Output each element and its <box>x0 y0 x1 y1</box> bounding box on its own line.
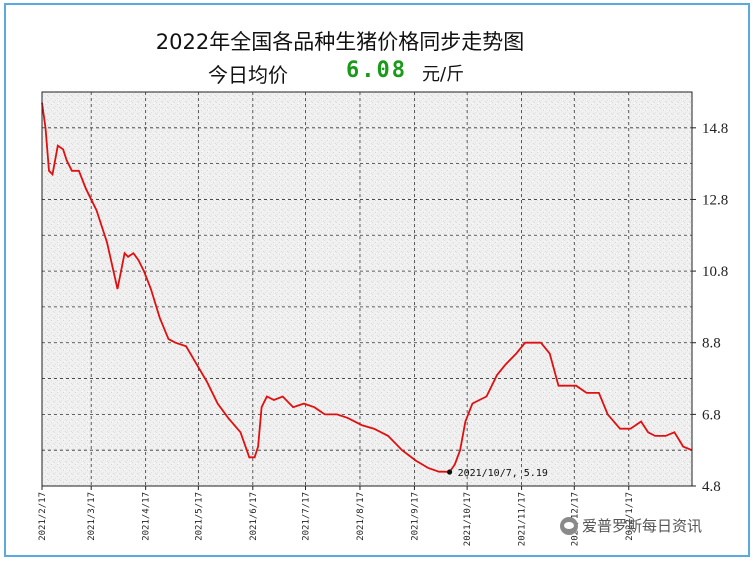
x-axis-ticks: 2021/2/17 2021/3/17 2021/4/17 2021/5/17 2021… <box>38 486 635 546</box>
today-average-label: 今日均价 <box>208 63 288 87</box>
y-tick-label: 14.8 <box>702 121 728 137</box>
watermark-text: 爱普罗斯每日资讯 <box>582 517 703 535</box>
x-tick-label: 2021/8/17 <box>356 492 366 541</box>
y-axis-ticks: 14.8 12.8 10.8 8.8 6.8 4.8 <box>692 121 728 495</box>
y-tick-label: 10.8 <box>702 264 728 280</box>
annotation-label: 2021/10/7, 5.19 <box>458 468 548 479</box>
y-tick-label: 4.8 <box>702 479 721 495</box>
x-tick-label: 2021/4/17 <box>142 492 152 541</box>
x-tick-label: 2021/2/17 <box>38 492 48 541</box>
x-tick-label: 2021/5/17 <box>194 492 204 541</box>
series-line-price <box>41 102 693 473</box>
y-tick-label: 8.8 <box>702 336 721 352</box>
today-average-unit: 元/斤 <box>422 64 465 85</box>
x-tick-label: 2021/10/17 <box>463 492 473 546</box>
y-tick-label: 6.8 <box>702 407 721 423</box>
watermark: 爱普罗斯每日资讯 <box>560 515 702 536</box>
wechat-icon <box>560 516 578 535</box>
plot-border <box>41 91 693 487</box>
annotation-marker <box>446 469 453 475</box>
chart-title: 2022年全国各品种生猪价格同步走势图 <box>155 30 525 54</box>
y-tick-label: 12.8 <box>702 192 728 208</box>
x-tick-label: 2021/11/17 <box>518 492 528 546</box>
x-tick-label: 2021/9/17 <box>410 492 420 541</box>
x-tick-label: 2021/7/17 <box>302 492 312 541</box>
grid-lines <box>41 92 692 486</box>
x-tick-label: 2021/3/17 <box>87 492 97 541</box>
today-average-value: 6.08 <box>346 58 407 83</box>
x-tick-label: 2022/1/17 <box>625 492 635 541</box>
x-tick-label: 2021/6/17 <box>249 492 259 541</box>
